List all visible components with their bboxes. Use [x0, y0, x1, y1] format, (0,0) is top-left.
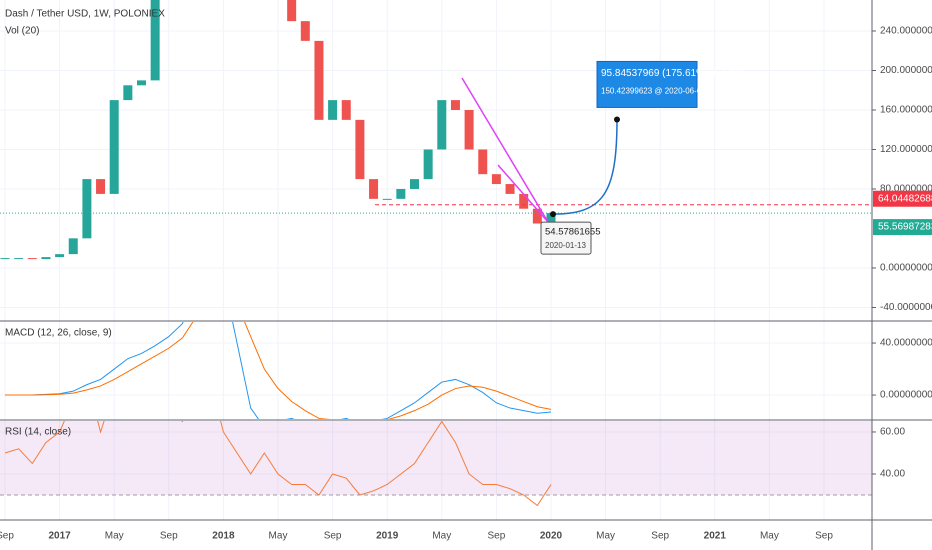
candle-body: [341, 100, 351, 120]
x-tick-label: Sep: [815, 531, 833, 542]
macd-line: [5, 322, 552, 419]
rsi-pane: [0, 421, 872, 507]
candle-body: [519, 193, 529, 209]
candle-body: [437, 100, 447, 150]
x-tick-label: May: [432, 531, 451, 542]
candle-body: [82, 179, 92, 239]
price-label-box: [873, 219, 932, 236]
candle-body: [355, 119, 365, 180]
x-tick-label: 2020: [540, 531, 563, 542]
candle-body: [382, 198, 392, 200]
x-tick-label: 2021: [704, 531, 727, 542]
signal-line: [5, 322, 552, 419]
y-tick-label: 60.00: [880, 427, 905, 438]
rsi-line: [4, 421, 552, 507]
candle-body: [423, 149, 433, 180]
x-tick-label: Sep: [324, 531, 342, 542]
volume-label: Vol (20): [5, 26, 39, 37]
price-pane: [0, 0, 872, 260]
macd-pane: [5, 322, 552, 419]
candle-body: [328, 100, 338, 120]
y-tick-label: 120.00000000: [880, 144, 932, 155]
grid: [0, 0, 876, 520]
candle-body: [137, 80, 146, 86]
candle-body: [505, 184, 515, 194]
x-tick-label: Sep: [488, 531, 506, 542]
candle-body: [96, 179, 106, 194]
low-callout-box: [540, 221, 592, 255]
x-tick-label: May: [269, 531, 288, 542]
candle-body: [478, 149, 488, 175]
trend-line: [497, 164, 549, 223]
x-tick-label: Sep: [651, 531, 669, 542]
x-tick-label: 2017: [48, 531, 71, 542]
y-tick-label: 0.00000000: [880, 263, 932, 274]
candle-body: [464, 109, 474, 150]
low-date: 2020-01-13: [545, 241, 586, 250]
low-value: 54.57861655: [545, 227, 600, 238]
trend-line: [461, 77, 549, 223]
candle-body: [123, 85, 133, 101]
candle-body: [546, 213, 556, 224]
y-tick-label: 240.00000000: [880, 26, 932, 37]
x-tick-label: Sep: [0, 531, 14, 542]
candle-body: [300, 21, 310, 41]
candle-body: [0, 258, 10, 260]
y-tick-label: 200.00000000: [880, 65, 932, 76]
candle-body: [491, 174, 501, 185]
price-label: 55.56987283: [878, 222, 932, 233]
candle-body: [68, 238, 78, 255]
x-tick-label: 2018: [212, 531, 235, 542]
annotations: 54.57861655 2020-01-13 95.84537969 (175.61…: [461, 60, 744, 255]
candle-body: [55, 254, 65, 258]
x-tick-label: May: [596, 531, 615, 542]
projection-sublabel: 150.42399623 @ 2020-06-01: [601, 87, 706, 96]
macd-title: MACD (12, 26, close, 9): [5, 328, 112, 339]
chart-title: Dash / Tether USD, 1W, POLONIEX: [5, 9, 165, 20]
candle-body: [287, 0, 297, 22]
y-tick-label: 160.00000000: [880, 105, 932, 116]
y-tick-label: 40.00: [880, 469, 905, 480]
candle-body: [27, 258, 37, 260]
candle-body: [396, 188, 406, 199]
candle-body: [14, 258, 24, 260]
y-tick-label: 40.00000000: [880, 338, 932, 349]
projection-label: 95.84537969 (175.61%) in 140d: [601, 68, 744, 79]
price-label: 64.04482688: [878, 193, 932, 204]
rsi-band: [0, 421, 872, 495]
candle-body: [450, 100, 460, 110]
x-tick-label: May: [760, 531, 779, 542]
projection-box: [596, 60, 698, 108]
candle-body: [532, 208, 542, 224]
x-tick-label: Sep: [160, 531, 178, 542]
y-tick-label: 0.00000000: [880, 390, 932, 401]
candle-body: [109, 100, 119, 194]
projection-end: [614, 116, 620, 123]
projection-start: [550, 211, 556, 218]
candle-body: [314, 40, 324, 120]
y-tick-label: -40.00000000: [880, 302, 932, 313]
candle-body: [410, 179, 419, 189]
y-tick-label: 80.00000000: [880, 184, 932, 195]
candle-body: [369, 179, 379, 199]
candle-body: [41, 257, 51, 260]
x-tick-label: 2019: [376, 531, 399, 542]
projection-arc: [552, 119, 618, 215]
price-label-box: [873, 190, 932, 207]
x-tick-label: May: [105, 531, 124, 542]
candle-body: [150, 0, 160, 81]
rsi-title: RSI (14, close): [5, 427, 71, 438]
